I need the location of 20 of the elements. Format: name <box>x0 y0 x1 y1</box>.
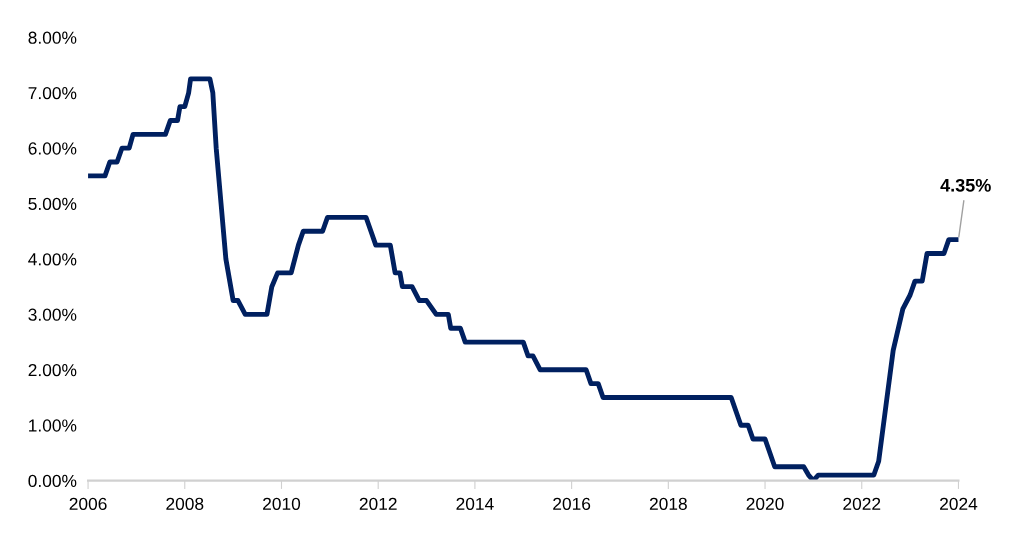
x-tick-label: 2014 <box>456 497 494 511</box>
y-tick-label: 6.00% <box>28 142 77 155</box>
x-tick-label: 2018 <box>649 497 687 511</box>
annotation: 4.35% <box>940 178 991 192</box>
y-tick-label: 5.00% <box>28 197 77 211</box>
y-tick-label: 1.00% <box>29 419 77 432</box>
x-tick-label: 2020 <box>746 497 784 511</box>
x-tick-label: 2010 <box>263 497 301 511</box>
y-tick-label: 2.00% <box>28 363 77 377</box>
y-tick-label: 3.00% <box>28 308 77 321</box>
x-tick-label: 2008 <box>166 497 204 511</box>
y-tick-label: 4.00% <box>28 253 77 266</box>
x-tick-label: 2016 <box>553 497 591 511</box>
x-tick-label: 2012 <box>359 497 397 511</box>
y-tick-label: 0.00% <box>28 474 77 488</box>
x-tick-label: 2024 <box>940 497 978 511</box>
x-tick-label: 2022 <box>843 497 881 511</box>
y-tick-label: 7.00% <box>28 86 77 100</box>
y-tick-label: 8.00% <box>28 31 77 44</box>
x-tick-label: 2006 <box>69 497 107 511</box>
